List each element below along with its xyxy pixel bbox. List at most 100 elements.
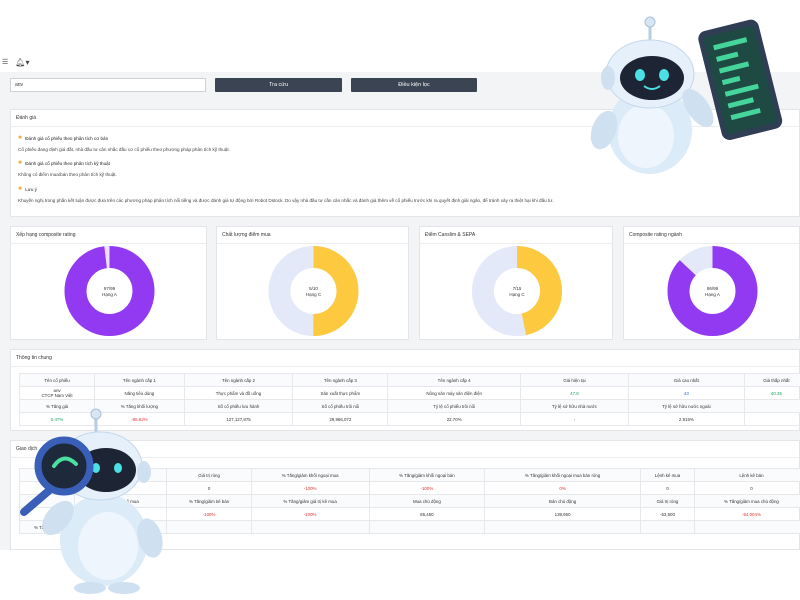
table-cell: 22.70% bbox=[387, 412, 521, 426]
table-header: Giá cao nhất bbox=[627, 373, 745, 387]
trading-panel: Giao dịch Khối ngoại bán Giá trị ròng % … bbox=[10, 440, 800, 550]
stock-code: anv bbox=[53, 388, 61, 393]
table-cell: 139,950 bbox=[484, 507, 642, 521]
table-header: Giá hiện tại bbox=[520, 373, 629, 387]
table-cell: 85,450 bbox=[368, 507, 486, 521]
table-header: Tên ngành cấp 2 bbox=[183, 373, 294, 387]
table-cell: -100% bbox=[368, 481, 486, 495]
table-header bbox=[484, 520, 642, 534]
menu-icon[interactable]: ☰ bbox=[2, 59, 9, 66]
table-header: Tên cổ phiếu bbox=[18, 373, 96, 387]
chart-buy-point-quality: Chất lượng điểm mua 5/10 Hạng C bbox=[216, 226, 409, 340]
evaluation-item-desc: Khuyến nghị trong phần kết luận được đưa… bbox=[18, 198, 554, 203]
table-header: % Tăng/giảm khối ngoại mua bbox=[250, 468, 370, 482]
table-header-row: Tăng/giảm kê mua % Tăng/giảm kê bán % Tă… bbox=[19, 494, 800, 508]
table-cell: Nông sản máy sản điện điện bbox=[387, 386, 521, 400]
filter-condition-button[interactable]: Điều kiện lọc bbox=[351, 78, 477, 92]
donut-value-arc bbox=[268, 246, 359, 336]
donut-rank-label: Hạng C bbox=[306, 292, 322, 297]
table-cell: 2.915% bbox=[627, 412, 745, 426]
star-icon: ✱ bbox=[18, 186, 23, 192]
chart-industry-composite: Composite rating ngành 86/99 Hạng A bbox=[623, 226, 800, 340]
table-header: Tỷ lệ sở hữu nhà nước bbox=[520, 399, 629, 413]
donut-value-arc bbox=[64, 246, 155, 336]
table-cell: -100% bbox=[250, 481, 370, 495]
table-cell-price: 47.8 bbox=[520, 386, 629, 400]
table-cell-stock: anv CTCP Nam Việt bbox=[18, 386, 96, 400]
table-cell: - bbox=[520, 412, 629, 426]
evaluation-item-title: Lưu ý bbox=[25, 186, 37, 192]
table-header: Số cổ phiếu lưu hành bbox=[183, 399, 294, 413]
table-header: % Tăng/giảm giá trị kê mua bbox=[250, 494, 370, 508]
table-cell: 0 bbox=[640, 481, 695, 495]
chart-title: Composite rating ngành bbox=[624, 227, 799, 244]
table-cell: Sản xuất thực phẩm bbox=[292, 386, 389, 400]
table-header: Tên ngành cấp 3 bbox=[292, 373, 389, 387]
trading-title: Giao dịch bbox=[11, 441, 799, 458]
table-header bbox=[640, 520, 695, 534]
stock-company-name: CTCP Nam Việt bbox=[41, 393, 73, 398]
star-icon: ✱ bbox=[18, 160, 23, 166]
table-header-row: Tên cổ phiếu Tên ngành cấp 1 Tên ngành c… bbox=[18, 373, 800, 387]
donut-score-label: 97/99 bbox=[104, 286, 116, 291]
table-cell: 0% bbox=[484, 481, 642, 495]
general-info-panel: Thông tin chung Tên cổ phiếu Tên ngành c… bbox=[10, 349, 800, 431]
table-row: 0.47% -85.62% 127,127,875 29,966,072 22.… bbox=[18, 412, 800, 426]
table-cell: 29,966,072 bbox=[292, 412, 389, 426]
chart-title: Chất lượng điểm mua bbox=[217, 227, 408, 244]
donut-value-arc bbox=[667, 246, 758, 336]
table-header: % Tăng khối lượng bbox=[94, 399, 185, 413]
top-bar: ☰ 🔔︎▾ bbox=[0, 52, 800, 72]
donut-value-arc bbox=[472, 246, 562, 336]
donut-rank-label: Hạng A bbox=[102, 292, 117, 297]
evaluation-item-title: Đánh giá cổ phiếu theo phân tích cơ bản bbox=[25, 135, 109, 141]
table-cell bbox=[743, 412, 800, 426]
star-icon: ✱ bbox=[18, 135, 23, 141]
table-header bbox=[166, 520, 252, 534]
evaluation-fundamental: ✱ Đánh giá cổ phiếu theo phân tích cơ bản… bbox=[18, 135, 230, 152]
chart-canslim-sepa: Điểm Canslim & SEPA 7/15 Hạng C bbox=[419, 226, 613, 340]
table-cell: Năng tiêu dùng bbox=[94, 386, 185, 400]
table-header: Giá thấp nhất bbox=[743, 373, 800, 387]
search-input[interactable] bbox=[10, 78, 206, 92]
donut-score-label: 7/15 bbox=[513, 286, 522, 291]
chart-composite-rating: Xếp hạng composite rating 97/99 Hạng A bbox=[10, 226, 207, 340]
evaluation-item-title: Đánh giá cổ phiếu theo phân tích kỹ thuậ… bbox=[25, 160, 110, 166]
table-cell: 127,127,875 bbox=[183, 412, 294, 426]
donut-rank-label: Hạng A bbox=[705, 292, 720, 297]
evaluation-item-desc: Cổ phiếu đang định giá đắt, nhà đầu tư c… bbox=[18, 147, 230, 152]
table-header: Bán chủ động bbox=[484, 494, 642, 508]
search-button[interactable]: Tra cứu bbox=[215, 78, 342, 92]
table-header: Giá trị ròng bbox=[166, 468, 252, 482]
table-header: Lệnh kê mua bbox=[640, 468, 695, 482]
table-cell: -53,500 bbox=[640, 507, 695, 521]
table-cell-low: 40.35 bbox=[743, 386, 800, 400]
table-header: Mua chủ động bbox=[368, 494, 486, 508]
table-header: % Tăng/giảm kê bán bbox=[166, 494, 252, 508]
table-header: Tỷ lệ cổ phiếu trôi nổi bbox=[387, 399, 521, 413]
table-cell: 0 bbox=[693, 481, 800, 495]
table-header bbox=[743, 399, 800, 413]
table-cell: -54.004% bbox=[693, 507, 800, 521]
table-cell: Thực phẩm và đồ uống bbox=[183, 386, 294, 400]
table-cell: -100% bbox=[166, 507, 252, 521]
table-header-row: % Tăng giá % Tăng khối lượng Số cổ phiếu… bbox=[18, 399, 800, 413]
table-header: % Tăng/giảm khối ngoại mua bán ròng bbox=[484, 468, 642, 482]
bell-icon[interactable]: 🔔︎▾ bbox=[15, 57, 30, 67]
robot-mascot-magnifier bbox=[20, 408, 163, 594]
table-header: % Tăng giá bbox=[18, 399, 96, 413]
table-cell: 0 bbox=[166, 481, 252, 495]
donut-score-label: 86/99 bbox=[707, 286, 719, 291]
table-header bbox=[368, 520, 486, 534]
table-header bbox=[250, 520, 370, 534]
evaluation-technical: ✱ Đánh giá cổ phiếu theo phân tích kỹ thu… bbox=[18, 160, 117, 177]
table-header bbox=[693, 520, 800, 534]
table-header: Lệnh kê bán bbox=[693, 468, 800, 482]
evaluation-item-desc: Không có điểm mua/bán theo phân tích kỹ … bbox=[18, 172, 117, 177]
table-cell-high: 43 bbox=[627, 386, 745, 400]
robot-mascot-phone bbox=[590, 16, 783, 174]
table-header: % Tăng/giảm khối ngoại bán bbox=[368, 468, 486, 482]
